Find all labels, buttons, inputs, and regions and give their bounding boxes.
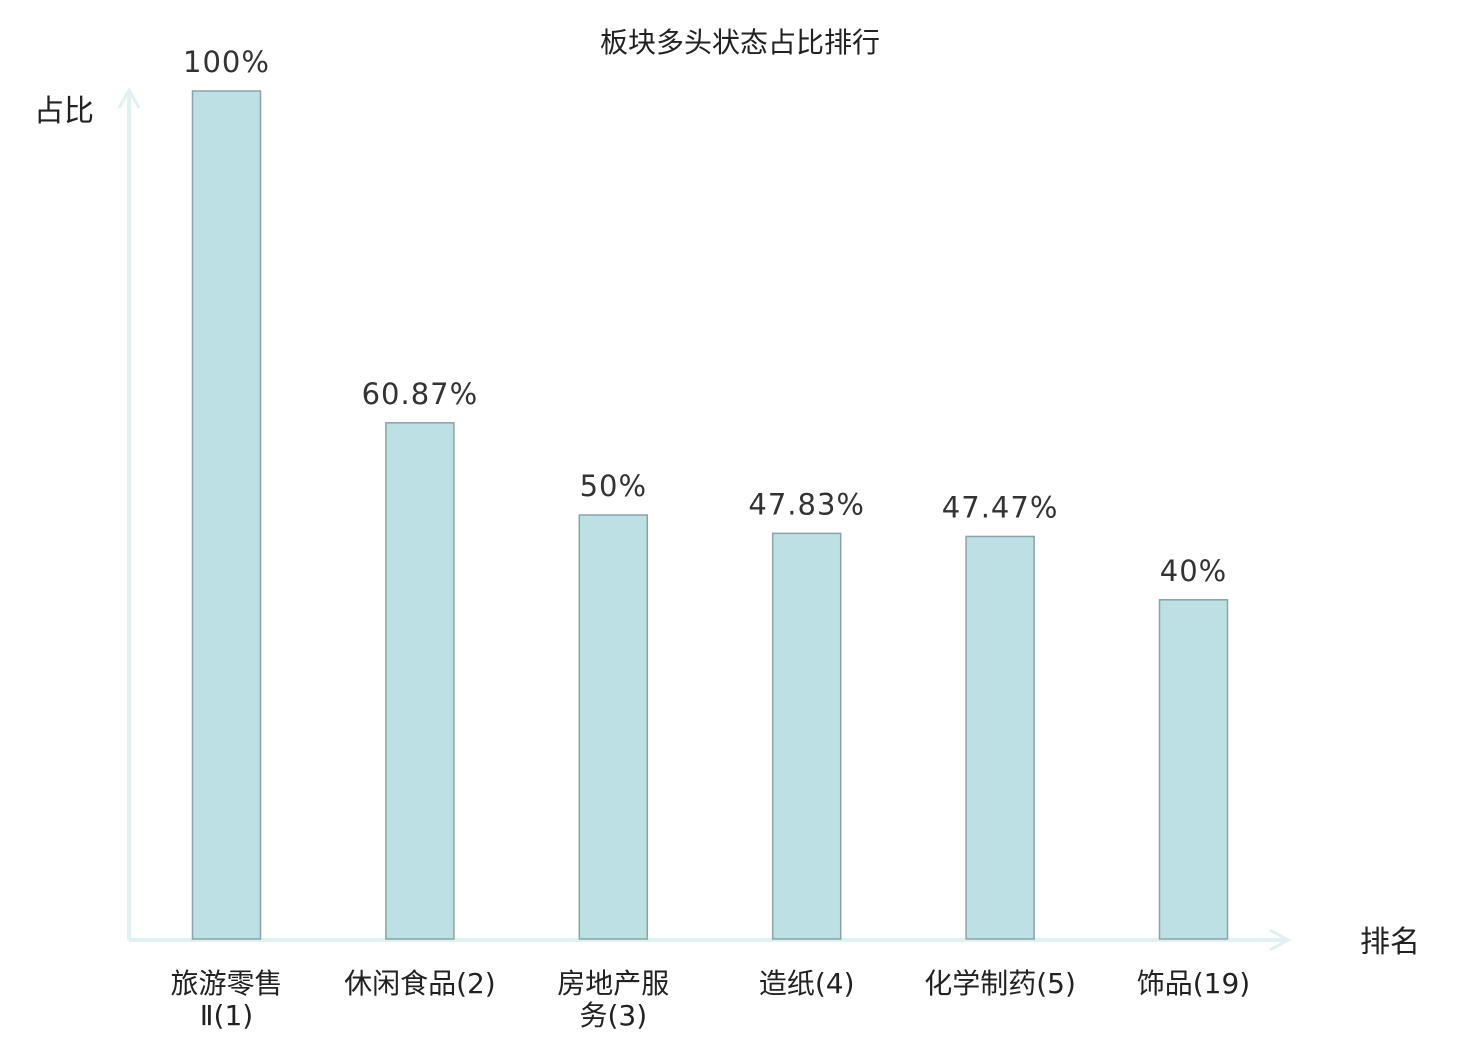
value-label-1: 100% [183, 45, 270, 79]
bar-4 [771, 532, 842, 940]
value-label-3: 50% [580, 469, 647, 503]
bars [191, 90, 1229, 940]
x-axis-title: 排名 [1360, 925, 1420, 960]
bar-2 [385, 422, 455, 940]
value-label-4: 47.83% [748, 487, 865, 521]
bar-5 [965, 535, 1035, 940]
category-label-2: 休闲食品(2) [344, 967, 496, 1000]
bar-3 [578, 514, 649, 940]
y-axis-arrow [117, 86, 141, 109]
category-label-3: 房地产服务(3) [557, 967, 669, 1032]
x-axis-arrow [1269, 928, 1292, 952]
chart-title: 板块多头状态占比排行 [600, 26, 880, 59]
bar-6 [1158, 599, 1229, 940]
category-label-1: 旅游零售 Ⅱ(1) [170, 967, 282, 1032]
value-label-5: 47.47% [942, 490, 1059, 524]
value-labels: 100% 60.87% 50% 47.83% 47.47% 40% [183, 45, 1227, 588]
axes [117, 86, 1292, 952]
y-axis-title: 占比 [34, 94, 94, 129]
category-label-6: 饰品(19) [1137, 967, 1250, 1000]
bar-1 [191, 90, 262, 940]
category-label-5: 化学制药(5) [924, 967, 1076, 1000]
category-labels: 旅游零售 Ⅱ(1) 休闲食品(2) 房地产服务(3) 造纸(4) 化学制药(5) 饰品(19… [170, 967, 1250, 1032]
category-label-4: 造纸(4) [759, 967, 855, 1000]
value-label-6: 40% [1160, 554, 1227, 588]
value-label-2: 60.87% [362, 377, 479, 411]
